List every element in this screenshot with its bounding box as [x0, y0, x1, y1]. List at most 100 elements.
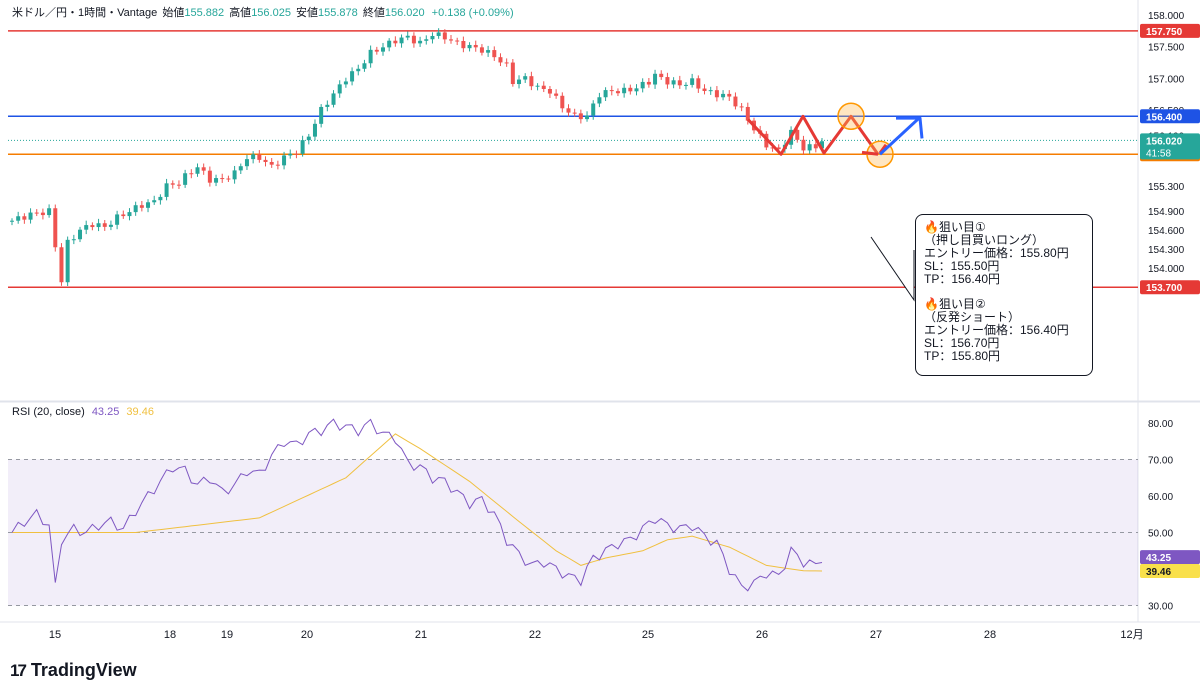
candle-body — [467, 44, 472, 49]
candle-body — [133, 205, 138, 213]
candle-body — [510, 62, 515, 85]
axes: 158.000157.500157.000156.500156.100155.3… — [49, 11, 1200, 641]
candle-body — [288, 153, 293, 156]
candle-body — [442, 32, 447, 40]
candle-body — [362, 63, 367, 69]
rsi-panel — [8, 418, 1138, 606]
candle-body — [158, 196, 163, 201]
note2-sub: （反発ショート） — [924, 310, 1021, 324]
candle-body — [71, 239, 76, 241]
candle-body — [683, 84, 688, 86]
level-lines — [8, 30, 1138, 288]
candle-body — [294, 153, 299, 155]
rsi-badge — [1140, 563, 1200, 578]
time-tick-label: 20 — [301, 629, 313, 641]
rsi-tick-label: 70.00 — [1148, 456, 1173, 467]
price-tick-label: 157.000 — [1148, 74, 1185, 85]
trade-plan-drawing — [746, 102, 924, 302]
rsi-ma-value: 39.46 — [126, 406, 154, 418]
candle-body — [152, 200, 157, 203]
level-badge — [1140, 109, 1200, 124]
symbol-header: 米ドル／円・1時間・Vantage 始値155.882 高値156.025 安値… — [12, 4, 514, 20]
time-tick-label: 12月 — [1120, 629, 1143, 641]
time-tick-label: 28 — [984, 629, 996, 641]
note2-entry: エントリー価格：156.40円 — [924, 323, 1069, 337]
candle-body — [430, 35, 435, 40]
rsi-header: RSI (20, close) 43.25 39.46 — [12, 406, 154, 418]
candle-body — [244, 159, 249, 167]
candle-body — [523, 76, 528, 80]
candle-body — [207, 170, 212, 183]
short-target-circle — [837, 102, 865, 131]
time-tick-label: 18 — [164, 629, 176, 641]
plan-red-zigzag — [746, 114, 880, 156]
candle-body — [10, 220, 14, 222]
time-tick-label: 27 — [870, 629, 882, 641]
candle-body — [677, 80, 682, 86]
note1-title: 🔥狙い目① — [924, 220, 986, 234]
candle-body — [795, 129, 800, 140]
plan-blue-arrow — [878, 117, 921, 156]
candle-body — [183, 173, 188, 185]
rsi-badge-text: 43.25 — [1146, 553, 1171, 564]
tradingview-logo[interactable]: 17 TradingView — [10, 660, 137, 681]
candle-body — [578, 113, 583, 120]
candle-body — [102, 223, 107, 227]
price-tick-label: 157.500 — [1148, 43, 1185, 54]
candle-body — [714, 90, 719, 98]
candle-body — [115, 214, 120, 225]
candle-body — [702, 88, 707, 91]
candle-body — [739, 106, 744, 108]
candle-body — [820, 141, 824, 149]
candle-body — [671, 80, 676, 85]
candle-body — [78, 229, 83, 240]
candle-body — [84, 225, 89, 230]
candle-body — [541, 85, 546, 89]
candle-body — [585, 115, 590, 120]
candle-body — [22, 216, 27, 220]
candle-body — [164, 183, 169, 197]
candle-body — [721, 93, 726, 98]
candle-body — [90, 225, 95, 228]
candle-body — [146, 202, 151, 208]
candle-body — [455, 40, 460, 42]
candle-body — [34, 212, 39, 214]
candle-body — [121, 214, 126, 217]
open-label: 始値 — [162, 7, 185, 19]
candle-body — [609, 90, 614, 92]
time-tick-label: 25 — [642, 629, 654, 641]
candle-body — [411, 35, 416, 44]
candle-body — [560, 95, 565, 109]
candle-body — [47, 208, 52, 216]
open-value: 155.882 — [184, 7, 225, 19]
candle-body — [263, 159, 268, 163]
symbol-title: 米ドル／円・1時間・Vantage — [12, 7, 158, 19]
change-value: +0.138 (+0.09%) — [431, 7, 514, 19]
time-tick-label: 19 — [221, 629, 233, 641]
candle-body — [356, 68, 361, 72]
candle-body — [139, 205, 144, 208]
candle-body — [16, 216, 21, 221]
rsi-ma-line — [12, 433, 823, 572]
candle-body — [566, 108, 571, 113]
candle-body — [127, 212, 132, 217]
candle-body — [813, 144, 818, 149]
candle-body — [696, 78, 701, 89]
candle-body — [331, 93, 336, 105]
time-tick-label: 15 — [49, 629, 61, 641]
rsi-tick-label: 30.00 — [1148, 602, 1173, 613]
note2-tp: TP：155.80円 — [924, 349, 1001, 363]
candle-body — [597, 97, 602, 104]
candle-body — [269, 162, 274, 165]
candle-body — [653, 73, 658, 85]
candle-body — [535, 85, 540, 87]
level-badge — [1140, 280, 1200, 295]
tradingview-mark-icon: 17 — [10, 660, 27, 680]
candle-body — [405, 35, 410, 38]
candle-body — [418, 40, 423, 44]
candle-body — [53, 208, 58, 248]
candle-body — [312, 123, 317, 137]
candle-body — [615, 91, 620, 94]
low-label: 安値 — [296, 7, 319, 19]
